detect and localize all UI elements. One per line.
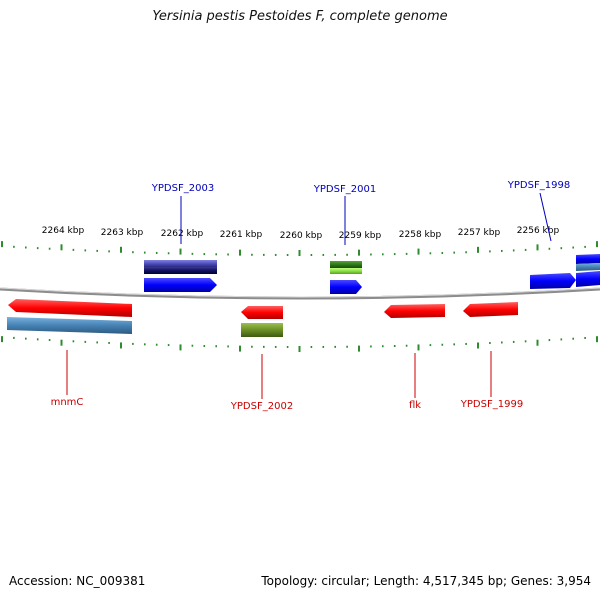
gene-label-ypdsf-2003: YPDSF_2003 <box>151 183 214 194</box>
scale-label: 2259 kbp <box>339 231 382 241</box>
gene-label-ypdsf-2001: YPDSF_2001 <box>313 184 376 195</box>
gene-arrow-mnmc <box>8 299 132 317</box>
gene-arrow-ypdsf-2003 <box>144 278 217 292</box>
gene-arrow-ypdsf-1998 <box>530 273 576 289</box>
gene-arrow-ypdsf-2001 <box>330 280 362 294</box>
scale-ticks-lower <box>1 336 598 352</box>
forward-features <box>144 254 600 294</box>
scale-label: 2262 kbp <box>161 229 204 239</box>
genome-backbone <box>0 287 600 300</box>
scale-label: 2258 kbp <box>399 230 442 240</box>
gene-arrow-ypdsf-2002 <box>241 306 283 319</box>
leader-ypdsf-1998 <box>539 192 552 242</box>
gene-arrow-flk <box>384 304 445 318</box>
gene-label-ypdsf-1998: YPDSF_1998 <box>507 180 570 191</box>
cds-feature-edge <box>576 263 600 271</box>
genome-summary-text: Topology: circular; Length: 4,517,345 bp… <box>261 574 591 588</box>
gene-label-ypdsf-2002: YPDSF_2002 <box>230 401 293 412</box>
gene-labels: YPDSF_2003 YPDSF_2001 YPDSF_1998 mnmC YP… <box>51 180 571 412</box>
gene-arrow-edge-1 <box>576 254 600 264</box>
genome-backbone-highlight <box>0 287 600 298</box>
gene-label-ypdsf-1999: YPDSF_1999 <box>460 399 523 410</box>
gene-arrow-ypdsf-1999 <box>463 302 518 317</box>
scale-label: 2257 kbp <box>458 228 501 238</box>
gene-arrow-edge-2 <box>576 271 600 287</box>
scale-ticks-upper <box>1 241 598 256</box>
accession-text: Accession: NC_009381 <box>9 574 146 588</box>
cds-feature-darkgreen <box>330 261 362 268</box>
cds-feature-navy <box>144 267 217 274</box>
cds-feature-slate <box>144 260 217 267</box>
scale-label: 2260 kbp <box>280 231 323 241</box>
gene-label-flk: flk <box>409 400 421 411</box>
scale-label: 2256 kbp <box>517 226 560 236</box>
scale-label: 2263 kbp <box>101 228 144 238</box>
scale-label: 2264 kbp <box>42 226 85 236</box>
cds-feature-lightgreen <box>330 268 362 274</box>
scale-labels: 2264 kbp 2263 kbp 2262 kbp 2261 kbp 2260… <box>42 226 560 241</box>
map-title: Yersinia pestis Pestoides F, complete ge… <box>152 9 448 24</box>
cds-feature-olive <box>241 323 283 337</box>
label-leaders <box>66 192 552 399</box>
scale-label: 2261 kbp <box>220 230 263 240</box>
gene-label-mnmc: mnmC <box>51 397 84 408</box>
reverse-features <box>7 299 518 337</box>
cds-feature-steelblue <box>7 317 132 334</box>
